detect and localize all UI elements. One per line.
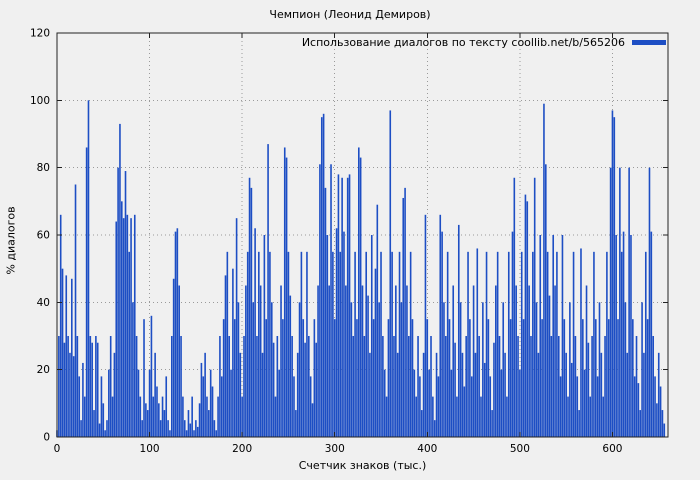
svg-text:20: 20 (37, 364, 50, 376)
svg-text:200: 200 (232, 443, 252, 455)
svg-text:80: 80 (37, 162, 50, 174)
svg-text:400: 400 (417, 443, 437, 455)
legend-label: Использование диалогов по тексту coollib… (301, 36, 625, 49)
svg-text:0: 0 (54, 443, 61, 455)
svg-text:600: 600 (602, 443, 622, 455)
svg-text:0: 0 (43, 432, 50, 444)
y-axis-title-wrap: % диалогов (0, 0, 22, 480)
svg-text:500: 500 (510, 443, 530, 455)
chart-title: Чемпион (Леонид Демиров) (269, 8, 431, 21)
svg-text:40: 40 (37, 297, 50, 309)
svg-text:120: 120 (30, 28, 50, 40)
x-axis-title: Счетчик знаков (тыс.) (298, 459, 427, 472)
legend: Использование диалогов по тексту coollib… (302, 36, 666, 49)
svg-text:60: 60 (37, 230, 50, 242)
svg-text:100: 100 (140, 443, 160, 455)
legend-swatch (632, 40, 666, 45)
y-axis-title: % диалогов (4, 205, 18, 275)
svg-text:100: 100 (30, 95, 50, 107)
svg-text:300: 300 (325, 443, 345, 455)
